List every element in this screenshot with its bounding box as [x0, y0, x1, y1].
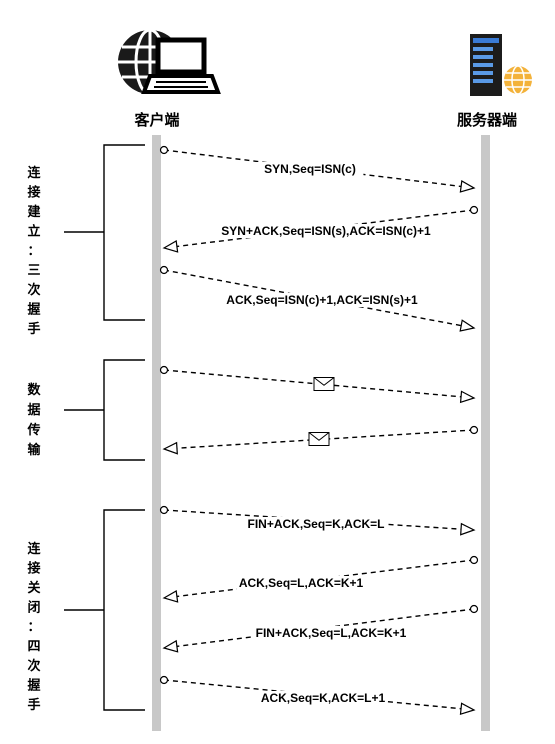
message-9: ACK,Seq=K,ACK=L+1	[159, 675, 476, 716]
client-lifeline	[152, 135, 161, 731]
message-4	[159, 365, 476, 404]
message-origin-dot	[159, 365, 169, 375]
arrowhead	[162, 240, 179, 253]
arrowhead	[162, 639, 179, 653]
phase-bracket-handshake	[64, 144, 145, 321]
message-origin-dot	[159, 675, 169, 685]
server-globe-icon	[470, 34, 532, 96]
message-origin-dot	[159, 505, 169, 515]
message-line	[176, 559, 475, 598]
message-label: SYN+ACK,Seq=ISN(s),ACK=ISN(c)+1	[221, 224, 431, 238]
message-6: FIN+ACK,Seq=K,ACK=L	[159, 505, 476, 536]
message-1: SYN,Seq=ISN(c)	[159, 145, 476, 193]
message-2: SYN+ACK,Seq=ISN(s),ACK=ISN(c)+1	[162, 205, 479, 253]
message-line	[176, 608, 475, 648]
arrowhead	[459, 319, 476, 332]
message-arrows: SYN,Seq=ISN(c) SYN+ACK,Seq=ISN(s),ACK=ISN…	[159, 145, 479, 716]
message-line	[163, 679, 462, 710]
message-line	[176, 209, 475, 248]
arrowhead	[162, 590, 179, 603]
message-origin-dot	[469, 555, 479, 565]
message-origin-dot	[469, 425, 479, 435]
envelope-icon	[308, 432, 330, 446]
globe-laptop-icon	[118, 28, 221, 96]
server-label: 服务器端	[457, 111, 517, 129]
message-origin-dot	[159, 265, 169, 275]
server-lifeline	[481, 135, 490, 731]
arrowhead	[459, 390, 476, 404]
phase-bracket-teardown	[64, 509, 145, 711]
arrowhead	[162, 441, 178, 455]
arrowhead	[459, 180, 476, 193]
message-origin-dot	[469, 205, 479, 215]
phase-label-handshake: 连接建立：三次握手	[27, 165, 41, 337]
message-origin-dot	[159, 145, 169, 155]
client-label: 客户端	[133, 111, 179, 129]
message-5	[162, 425, 479, 455]
envelope-icon	[313, 377, 335, 391]
arrowhead	[460, 522, 476, 536]
message-line	[163, 369, 462, 398]
message-origin-dot	[469, 604, 479, 614]
phase-label-transfer: 数据传输	[26, 382, 41, 458]
message-line	[163, 149, 462, 188]
message-3: ACK,Seq=ISN(c)+1,ACK=ISN(s)+1	[159, 265, 476, 332]
message-7: ACK,Seq=L,ACK=K+1	[162, 555, 479, 603]
arrowhead	[459, 702, 476, 716]
message-label: ACK,Seq=K,ACK=L+1	[261, 691, 386, 705]
phase-label-teardown: 连接关闭：四次握手	[27, 541, 41, 713]
message-label: ACK,Seq=L,ACK=K+1	[239, 576, 364, 590]
message-label: ACK,Seq=ISN(c)+1,ACK=ISN(s)+1	[226, 293, 418, 307]
message-label: SYN,Seq=ISN(c)	[264, 162, 356, 176]
message-8: FIN+ACK,Seq=L,ACK=K+1	[162, 604, 479, 653]
message-label: FIN+ACK,Seq=K,ACK=L	[247, 517, 384, 531]
message-label: FIN+ACK,Seq=L,ACK=K+1	[256, 626, 407, 640]
phase-bracket-transfer	[64, 359, 145, 461]
